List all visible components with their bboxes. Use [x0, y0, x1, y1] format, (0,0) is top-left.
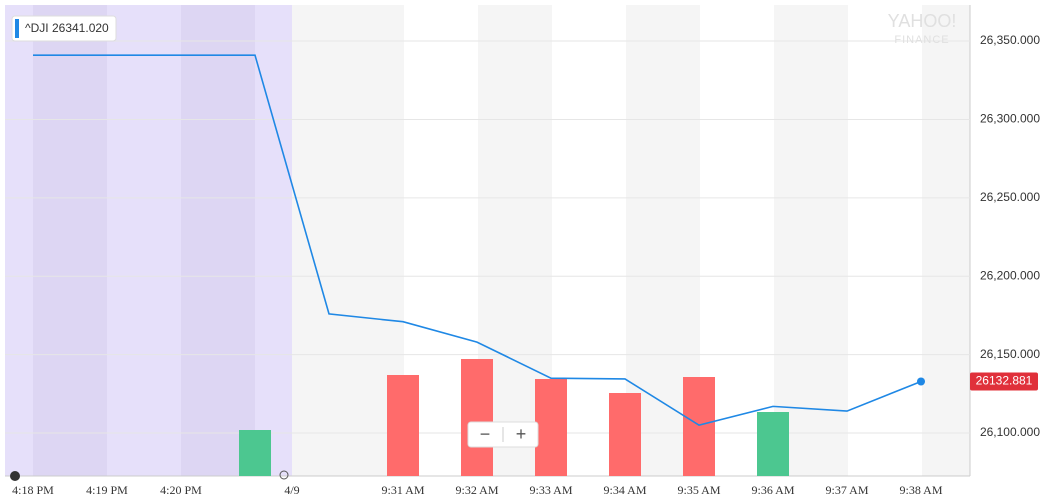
x-tick-label: 4:20 PM [160, 483, 202, 497]
y-tick-label: 26,200.000 [980, 268, 1040, 282]
x-tick-label: 9:32 AM [455, 483, 498, 497]
volume-bar [387, 375, 419, 476]
y-tick-label: 26,250.000 [980, 190, 1040, 204]
last-point [917, 377, 925, 386]
ticker-box [11, 15, 117, 42]
volume-bar [461, 359, 493, 476]
x-tick-label: 4:19 PM [86, 483, 128, 497]
x-tick-label: 9:37 AM [825, 483, 868, 497]
background [5, 5, 971, 477]
zoom-out-button[interactable]: − [480, 424, 491, 444]
x-tick-label: 9:35 AM [677, 483, 720, 497]
x-tick-label: 9:31 AM [381, 483, 424, 497]
x-tick-label: 9:38 AM [899, 483, 942, 497]
zoom-in-button[interactable]: + [516, 424, 527, 444]
y-tick-label: 26,300.000 [980, 112, 1040, 126]
x-tick-label: 9:33 AM [529, 483, 572, 497]
plot: 26,100.000 26,150.000 26,200.000 26,250.000… [5, 11, 1040, 497]
volume-bar [535, 379, 567, 476]
ticker-symbol: ^DJI [25, 21, 49, 35]
price-tag-label: 26132.881 [976, 374, 1033, 388]
premarket-band [181, 5, 255, 476]
volume-bar [757, 412, 789, 476]
date-marker: 4/9 [284, 483, 299, 497]
price-tag [970, 372, 1038, 391]
volume-bar [683, 377, 715, 476]
x-tick-label: 9:34 AM [603, 483, 646, 497]
ticker-value: 26341.020 [52, 21, 109, 35]
sun-icon [279, 470, 289, 480]
premarket-band [33, 5, 107, 476]
x-tick-label: 4:18 PM [12, 483, 54, 497]
band [848, 5, 922, 476]
x-tick-label: 9:36 AM [751, 483, 794, 497]
volume-bar [609, 393, 641, 476]
price-line [33, 54, 922, 427]
y-tick-label: 26,100.000 [980, 425, 1040, 439]
volume-bar [239, 430, 271, 476]
watermark: FINANCE [894, 34, 949, 46]
watermark: YAHOO! [888, 11, 957, 31]
y-tick-label: 26,150.000 [980, 347, 1040, 361]
ticker-color [15, 19, 19, 38]
ticker-label: ^DJI 26341.020 [25, 21, 109, 35]
session-icon [10, 471, 20, 481]
y-tick-label: 26,350.000 [980, 33, 1040, 47]
